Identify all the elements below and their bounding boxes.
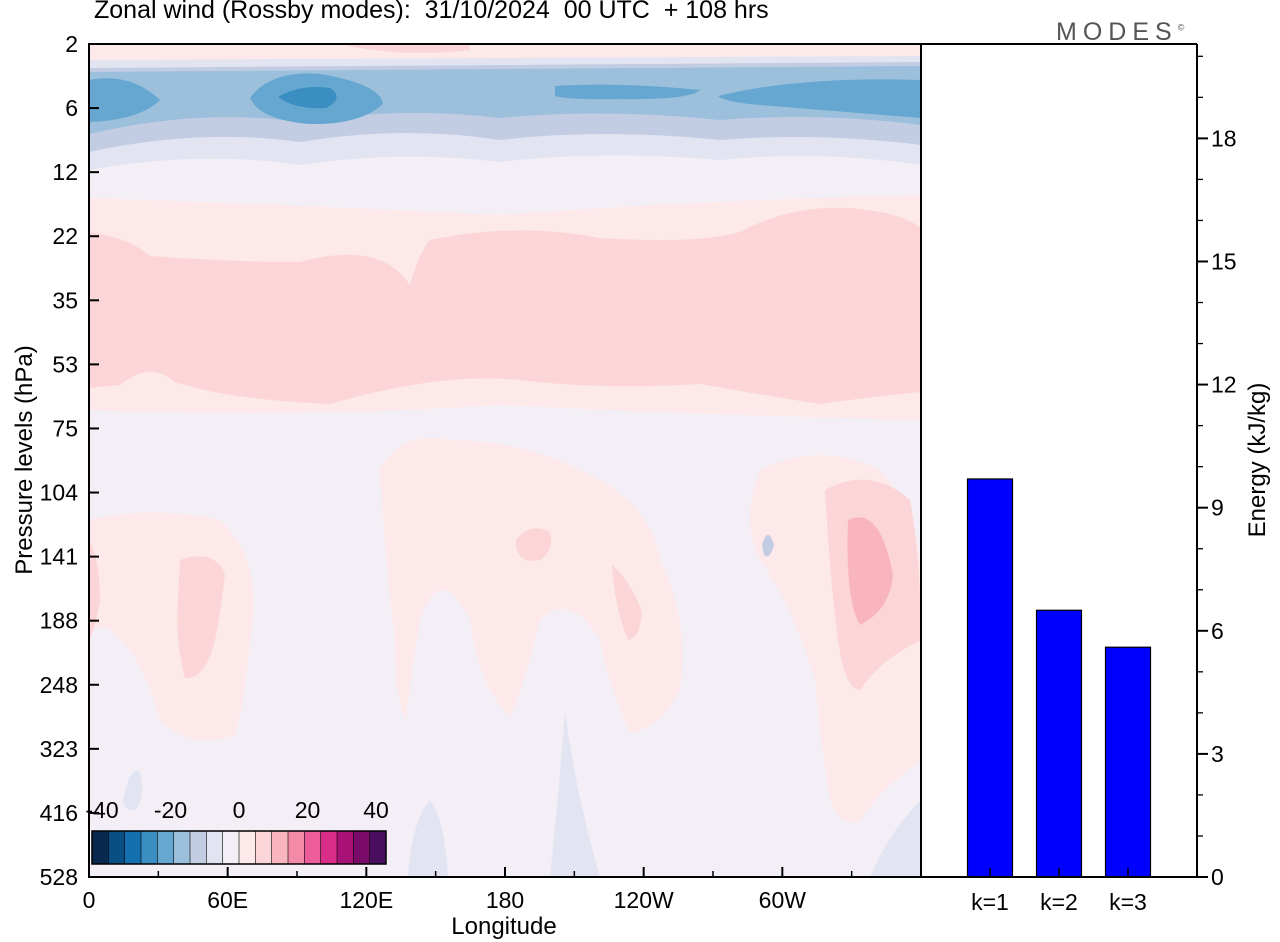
colorbar-cell bbox=[141, 831, 158, 864]
bars: k=1 k=2 k=3 bbox=[966, 478, 1152, 915]
x-tick-label: 120E bbox=[339, 887, 393, 913]
band-positive-moderate bbox=[89, 207, 921, 404]
neg-max-central bbox=[278, 87, 337, 109]
energy-tick-label: 0 bbox=[1211, 864, 1224, 890]
neg-core-east-2 bbox=[718, 79, 921, 118]
top-positive-core bbox=[340, 44, 470, 53]
bar-category-label: k=2 bbox=[1040, 889, 1078, 915]
y-tick-label: 22 bbox=[52, 223, 78, 249]
energy-tick-label: 15 bbox=[1211, 248, 1237, 274]
colorbar-cell bbox=[369, 831, 387, 864]
bar-category-label: k=3 bbox=[1109, 889, 1147, 915]
heatmap-x-axis-label: Longitude bbox=[451, 913, 556, 940]
energy-tick-label: 9 bbox=[1211, 495, 1224, 521]
x-tick-label: 60E bbox=[207, 887, 248, 913]
y-tick-label: 416 bbox=[40, 800, 78, 826]
plume-edge-core bbox=[89, 540, 100, 640]
colorbar-frame bbox=[91, 830, 387, 865]
colorbar-cells bbox=[92, 831, 387, 864]
neg-lower-4 bbox=[870, 800, 921, 877]
y-tick-label: 141 bbox=[40, 544, 78, 570]
colorbar-cell bbox=[288, 831, 305, 864]
colorbar-cell bbox=[108, 831, 126, 864]
y-tick-label: 75 bbox=[52, 415, 78, 441]
colorbar-cell bbox=[222, 831, 240, 864]
logo-text: MODES bbox=[1056, 18, 1178, 46]
y-tick-label: 248 bbox=[40, 672, 78, 698]
colorbar-cell bbox=[271, 831, 289, 864]
energy-tick-label: 6 bbox=[1211, 618, 1224, 644]
energy-axis-ticks: 0 3 6 9 12 15 18 bbox=[1197, 55, 1237, 890]
colorbar-cell bbox=[337, 831, 354, 864]
energy-tick-label: 18 bbox=[1211, 125, 1237, 151]
colorbar-cell bbox=[353, 831, 371, 864]
colorbar-cell bbox=[92, 831, 109, 864]
colorbar-cell bbox=[239, 831, 256, 864]
logo-mark: © bbox=[1177, 22, 1185, 33]
y-tick-label: 104 bbox=[40, 480, 79, 506]
colorbar-cell bbox=[124, 831, 142, 864]
x-tick-label: 0 bbox=[83, 887, 96, 913]
bar-k=3 bbox=[1104, 646, 1152, 878]
y-tick-label: 528 bbox=[40, 864, 78, 890]
plume-west-core bbox=[177, 556, 225, 679]
plume-central-core-2 bbox=[612, 565, 642, 640]
y-tick-label: 12 bbox=[52, 159, 78, 185]
zonal-wind-cross-section bbox=[89, 44, 921, 877]
plume-central bbox=[380, 438, 683, 732]
colorbar-cell bbox=[173, 831, 191, 864]
y-tick-label: 53 bbox=[52, 351, 78, 377]
colorbar-tick-label: -20 bbox=[154, 797, 187, 823]
plume-east-core bbox=[847, 517, 893, 625]
colorbar-tick-label: 20 bbox=[295, 797, 321, 823]
neg-lower-2 bbox=[550, 710, 600, 877]
mid-neutral bbox=[89, 429, 336, 515]
heatmap-y-axis-label: Pressure levels (hPa) bbox=[11, 345, 38, 574]
y-tick-label: 323 bbox=[40, 736, 78, 762]
colorbar-cell bbox=[190, 831, 207, 864]
energy-axis-label: Energy (kJ/kg) bbox=[1244, 383, 1271, 538]
neg-core-east-1 bbox=[555, 84, 700, 100]
x-tick-label: 180 bbox=[486, 887, 524, 913]
colorbar-cell bbox=[320, 831, 338, 864]
neg-lower-3 bbox=[123, 770, 143, 811]
colorbar-cell bbox=[255, 831, 273, 864]
plume-central-core-1 bbox=[515, 528, 552, 561]
colorbar: -40 -20 0 20 40 bbox=[85, 797, 389, 865]
y-tick-label: 6 bbox=[65, 95, 78, 121]
colorbar-labels: -40 -20 0 20 40 bbox=[85, 797, 388, 823]
chart-title: Zonal wind (Rossby modes): 31/10/2024 00… bbox=[94, 0, 769, 24]
colorbar-cell bbox=[206, 831, 224, 864]
heatmap-axis-ticks: 0 60E 120E 180 120W 60W 2 6 12 22 35 53 75 104 141 188 2… bbox=[40, 31, 853, 913]
neg-core-west bbox=[89, 78, 160, 122]
y-tick-label: 2 bbox=[65, 31, 78, 57]
energy-tick-label: 3 bbox=[1211, 741, 1224, 767]
energy-bar-chart: k=1 k=2 k=3 0 3 6 9 12 15 18 Energy (kJ/kg) bbox=[920, 43, 1271, 915]
x-tick-label: 120W bbox=[614, 887, 674, 913]
colorbar-cell bbox=[304, 831, 322, 864]
bar-k=2 bbox=[1035, 609, 1083, 878]
neg-spot bbox=[762, 535, 774, 557]
x-tick-label: 60W bbox=[759, 887, 807, 913]
y-tick-label: 35 bbox=[52, 287, 78, 313]
colorbar-tick-label: -40 bbox=[85, 797, 118, 823]
colorbar-tick-label: 40 bbox=[363, 797, 389, 823]
bar-category-label: k=1 bbox=[971, 889, 1009, 915]
y-tick-label: 188 bbox=[40, 608, 78, 634]
energy-tick-label: 12 bbox=[1211, 372, 1237, 398]
bar-k=1 bbox=[966, 478, 1014, 878]
modes-logo: MODES© bbox=[1056, 18, 1184, 47]
neg-lower-1 bbox=[408, 800, 448, 877]
colorbar-tick-label: 0 bbox=[233, 797, 246, 823]
colorbar-cell bbox=[157, 831, 175, 864]
